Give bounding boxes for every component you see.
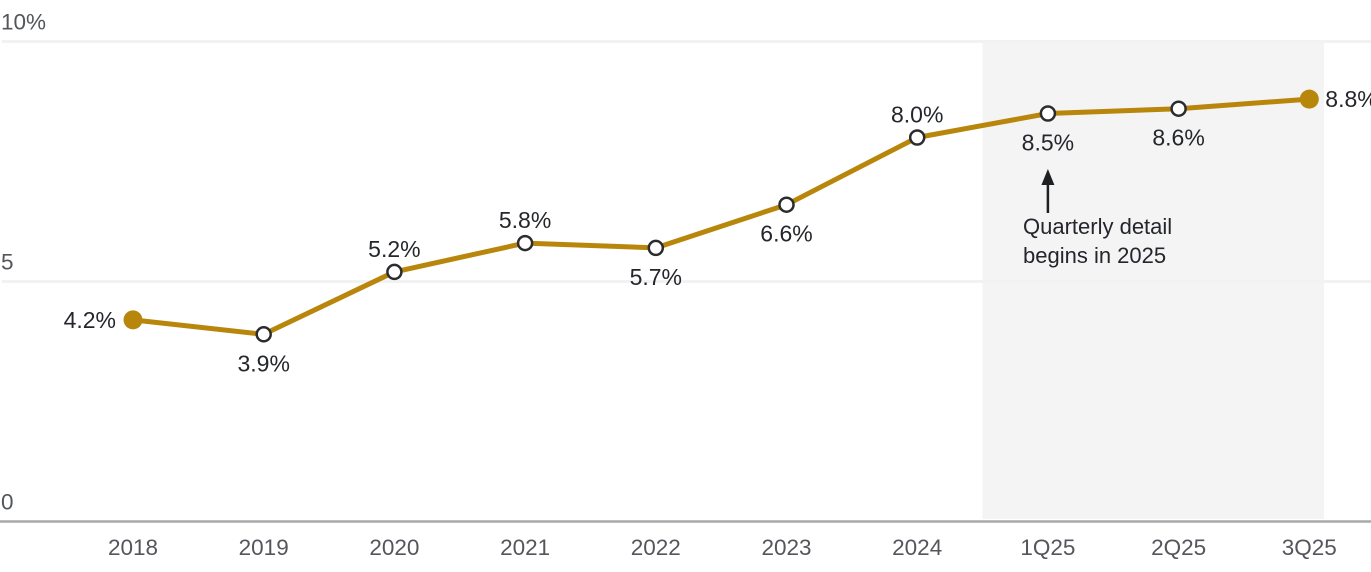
x-tick-label: 2019 xyxy=(239,535,289,560)
data-point-label: 5.2% xyxy=(368,236,420,262)
data-point-marker-open xyxy=(1039,105,1057,122)
data-point-label: 8.6% xyxy=(1152,125,1204,151)
x-tick-label: 3Q25 xyxy=(1282,535,1337,560)
annotation-text-line: Quarterly detail xyxy=(1023,214,1172,239)
x-tick-label: 2020 xyxy=(369,535,419,560)
x-tick-label: 1Q25 xyxy=(1020,535,1075,560)
data-point-marker-filled xyxy=(123,310,143,330)
data-point-label: 8.0% xyxy=(891,102,943,128)
data-point-marker-open xyxy=(908,129,926,146)
x-tick-label: 2018 xyxy=(108,535,158,560)
data-point-label: 6.6% xyxy=(760,221,812,247)
data-point-marker-open xyxy=(255,326,272,343)
x-tick-label: 2022 xyxy=(631,535,681,560)
y-tick-label: 10% xyxy=(1,10,46,35)
x-tick-label: 2021 xyxy=(500,535,550,560)
data-point-label: 3.9% xyxy=(237,350,289,376)
y-tick-label: 5 xyxy=(1,250,14,275)
data-point-marker-open xyxy=(386,263,403,281)
data-point-label: 5.7% xyxy=(630,264,682,290)
data-line xyxy=(130,96,1312,337)
data-point-marker-open xyxy=(516,234,534,252)
annotation-arrow-up-icon xyxy=(1041,169,1055,185)
x-tick-label: 2023 xyxy=(761,535,811,560)
data-point-label: 4.2% xyxy=(64,307,116,333)
data-point-label: 8.5% xyxy=(1022,130,1074,156)
data-point-marker-open xyxy=(1170,100,1187,117)
annotation-text-line: begins in 2025 xyxy=(1023,243,1166,268)
data-point-marker-filled xyxy=(1299,89,1319,109)
x-tick-label: 2Q25 xyxy=(1151,535,1206,560)
data-point-label: 5.8% xyxy=(499,207,551,233)
data-point-marker-open xyxy=(647,239,665,257)
x-tick-label: 2024 xyxy=(892,535,942,560)
data-point-label: 8.8% xyxy=(1325,86,1371,112)
data-point-marker-open xyxy=(778,196,795,213)
y-tick-label: 0 xyxy=(1,490,14,515)
